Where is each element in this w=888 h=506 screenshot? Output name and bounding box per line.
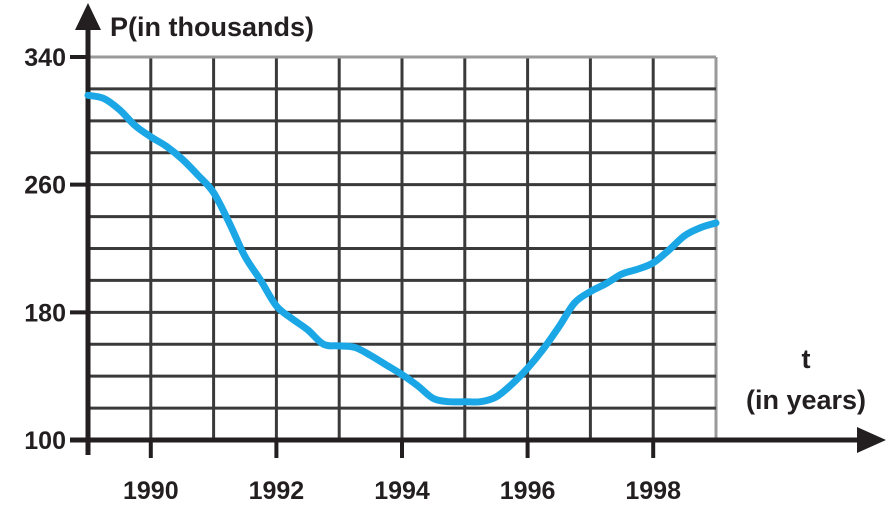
x-axis-arrow-icon [857,427,886,453]
y-axis-title: P(in thousands) [110,12,314,42]
series [84,91,720,406]
grid [88,55,718,440]
y-axis-arrow-icon [75,3,101,30]
x-tick-label: 1992 [249,477,305,501]
y-tick-label: 340 [24,44,66,72]
labels: 1990 1992 1994 1996 1998 100 180 260 340 P(in tho… [24,12,866,505]
y-tick-label: 260 [24,172,66,200]
x-tick-label: 1996 [500,477,556,501]
x-axis-title-line-1: t [802,344,811,374]
series-line [84,91,720,406]
y-tick-label: 180 [24,299,66,327]
x-tick-label: 1998 [625,477,681,501]
x-axis-title-line-2: (in years) [746,385,866,415]
x-tick-label: 1990 [123,477,179,501]
y-tick-label: 100 [24,427,66,455]
x-tick-label: 1994 [374,477,430,501]
